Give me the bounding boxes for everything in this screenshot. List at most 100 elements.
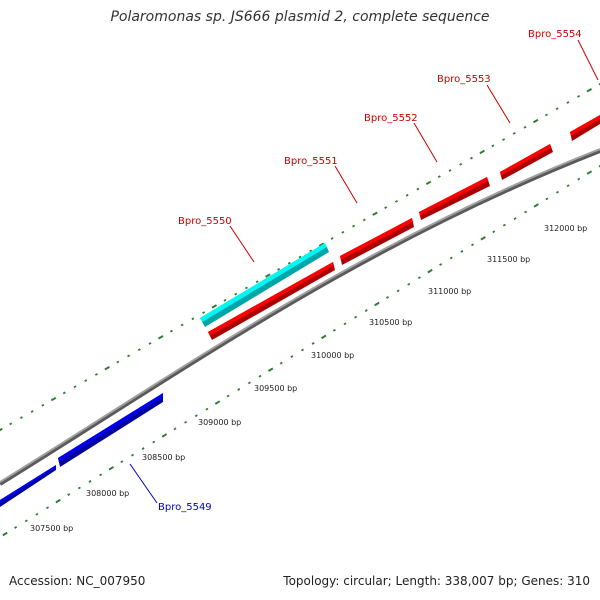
gene-label-bpro_5549[interactable]: Bpro_5549 xyxy=(158,502,212,513)
outer-tick xyxy=(148,342,152,345)
scale-label: 311000 bp xyxy=(428,287,471,296)
outer-tick xyxy=(352,224,356,228)
outer-tick xyxy=(30,410,34,413)
outer-tick xyxy=(9,422,13,426)
scale-label: 308000 bp xyxy=(86,489,129,498)
inner-tick xyxy=(173,427,177,431)
scale-label: 309000 bp xyxy=(198,418,241,427)
outer-tick xyxy=(277,267,281,271)
gene-label-bpro_5550[interactable]: Bpro_5550 xyxy=(178,216,232,227)
outer-tick xyxy=(211,304,218,309)
outer-tick xyxy=(459,162,463,166)
inner-tick xyxy=(524,210,528,214)
outer-tick xyxy=(532,118,539,124)
outer-tick xyxy=(437,175,441,179)
inner-tick-ring xyxy=(2,164,600,537)
gene-arrow-bpro_5552[interactable] xyxy=(419,177,490,220)
gene-arrow-bpro_5549[interactable] xyxy=(0,465,56,507)
callout-line-bpro_5553 xyxy=(486,84,511,124)
outer-tick xyxy=(309,249,313,253)
inner-tick xyxy=(311,342,315,345)
scale-label: 308500 bp xyxy=(142,453,185,462)
inner-tick xyxy=(237,388,241,391)
inner-tick xyxy=(55,498,61,504)
outer-tick xyxy=(287,261,291,265)
inner-tick xyxy=(141,447,145,450)
outer-tick xyxy=(0,427,3,432)
outer-tick xyxy=(425,180,432,186)
inner-tick xyxy=(194,414,198,418)
gene-label-bpro_5552[interactable]: Bpro_5552 xyxy=(364,113,418,124)
inner-tick xyxy=(513,217,517,220)
inner-tick xyxy=(480,236,486,241)
inner-tick xyxy=(247,381,251,385)
gene-arrow-bpro_5554[interactable] xyxy=(570,115,600,141)
inner-tick xyxy=(214,400,221,405)
outer-tick xyxy=(41,403,45,407)
outer-tick xyxy=(330,237,334,240)
inner-tick xyxy=(396,289,400,293)
scale-label: 310000 bp xyxy=(311,351,354,360)
outer-tick xyxy=(544,113,548,117)
inner-tick xyxy=(258,374,262,378)
inner-tick xyxy=(566,184,570,188)
gene-arrow-bpro_5550[interactable] xyxy=(200,243,329,327)
inner-tick xyxy=(77,486,81,490)
outer-tick xyxy=(223,298,227,302)
outer-tick xyxy=(73,385,77,389)
outer-tick xyxy=(169,329,173,333)
inner-tick xyxy=(598,164,600,168)
scale-label: 307500 bp xyxy=(30,524,73,533)
outer-tick xyxy=(104,366,110,371)
outer-tick xyxy=(234,292,238,296)
outer-tick xyxy=(265,273,271,278)
inner-tick xyxy=(14,526,18,529)
outer-tick xyxy=(555,107,559,111)
outer-tick xyxy=(191,317,195,321)
gene-top-face xyxy=(208,262,334,336)
gene-top-face xyxy=(570,115,600,137)
outer-tick xyxy=(502,138,506,141)
inner-tick xyxy=(131,453,134,457)
outer-tick xyxy=(372,211,378,216)
outer-tick xyxy=(598,82,600,86)
inner-tick xyxy=(67,493,71,496)
gene-top-face xyxy=(200,243,327,323)
scale-label: 312000 bp xyxy=(544,224,587,233)
outer-tick-ring xyxy=(0,82,600,432)
gene-track xyxy=(0,115,600,507)
inner-tick xyxy=(545,197,549,201)
outer-tick xyxy=(523,125,527,129)
inner-tick xyxy=(502,223,506,227)
gene-top-face xyxy=(0,465,56,504)
outer-tick xyxy=(157,335,164,340)
inner-tick xyxy=(343,322,347,326)
gene-callouts: Bpro_5549 Bpro_5550 Bpro_5551 Bpro_5552 Bpro… xyxy=(129,29,599,513)
inner-tick xyxy=(321,334,327,340)
gene-label-bpro_5554[interactable]: Bpro_5554 xyxy=(528,29,582,40)
inner-tick xyxy=(108,466,114,471)
callout-line-bpro_5549 xyxy=(129,463,158,504)
gene-arrow-bpro_5549[interactable] xyxy=(58,393,163,467)
outer-tick xyxy=(448,169,452,172)
gene-top-face xyxy=(500,144,552,176)
inner-tick xyxy=(267,367,274,372)
gene-label-bpro_5553[interactable]: Bpro_5553 xyxy=(437,74,491,85)
outer-tick xyxy=(244,286,248,290)
gene-label-bpro_5551[interactable]: Bpro_5551 xyxy=(284,156,338,167)
inner-tick xyxy=(471,243,474,247)
callout-line-bpro_5550 xyxy=(229,225,255,263)
outer-tick xyxy=(202,311,206,314)
outer-tick xyxy=(586,88,593,93)
inner-tick xyxy=(374,301,380,307)
gene-arrow-bpro_5551[interactable] xyxy=(340,218,414,265)
outer-tick xyxy=(491,144,495,148)
inner-tick xyxy=(290,355,294,358)
gene-arrow-bpro_5553[interactable] xyxy=(500,144,553,180)
gene-arrow-bpro_5551[interactable] xyxy=(208,262,335,340)
gene-top-face xyxy=(419,177,489,216)
outer-tick xyxy=(50,396,57,402)
inner-tick xyxy=(2,531,8,537)
gene-top-face xyxy=(58,393,163,463)
inner-tick xyxy=(364,309,368,312)
